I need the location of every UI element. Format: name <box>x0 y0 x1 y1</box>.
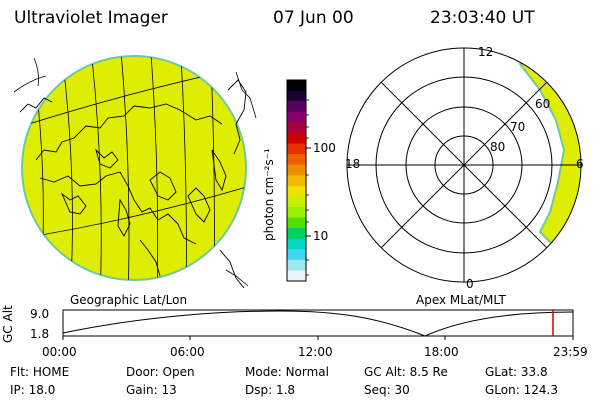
colorbar-tick-10: 10 <box>313 229 329 243</box>
colorbar-segment <box>287 90 306 102</box>
info-mode: Mode: Normal <box>245 365 329 379</box>
apex-panel-label: Apex MLat/MLT <box>416 293 506 307</box>
xtick-1800: 18:00 <box>424 345 459 359</box>
info-flt: Flt: HOME <box>10 365 70 379</box>
colorbar-tick-100: 100 <box>313 141 336 155</box>
colorbar-segment <box>287 80 306 92</box>
mlt-label-0: 0 <box>466 277 474 291</box>
colorbar-segment <box>287 206 306 219</box>
info-ip: IP: 18.0 <box>10 383 56 397</box>
mlat-label-70: 70 <box>510 120 526 134</box>
altitude-curve <box>62 310 574 337</box>
colorbar-segment <box>287 154 306 166</box>
colorbar-segment <box>287 122 306 134</box>
coastlines <box>19 79 247 288</box>
auroral-oval <box>518 58 581 246</box>
xtick-2359: 23:59 <box>553 345 588 359</box>
instrument-title: Ultraviolet Imager <box>14 8 168 28</box>
altitude-ylabel: GC Alt <box>1 305 15 343</box>
outside-lines <box>14 57 257 287</box>
info-gain: Gain: 13 <box>126 383 177 397</box>
altitude-orbit-plot <box>62 309 574 340</box>
color-scale-bar <box>287 80 306 282</box>
mlt-label-6: 6 <box>576 157 584 171</box>
colorbar-segment <box>287 238 306 250</box>
info-gc-alt: GC Alt: 8.5 Re <box>364 365 448 379</box>
geographic-panel-label: Geographic Lat/Lon <box>70 293 188 307</box>
altitude-ytick-min: 1.8 <box>30 327 50 341</box>
mlt-label-18: 18 <box>345 157 361 171</box>
time-label: 23:03:40 UT <box>430 8 535 28</box>
xtick-0000: 00:00 <box>42 345 77 359</box>
mlat-label-60: 60 <box>535 97 551 111</box>
polar-plot <box>346 47 582 283</box>
earth-disk <box>21 55 247 281</box>
colorbar-segment <box>287 175 306 187</box>
date-label: 07 Jun 00 <box>273 8 354 28</box>
altitude-ytick-max: 9.0 <box>30 307 50 321</box>
colorbar-segment <box>287 249 306 261</box>
mlt-label-12: 12 <box>478 45 494 59</box>
colorbar-segment <box>287 132 306 145</box>
info-glon: GLon: 124.3 <box>485 383 558 397</box>
colorbar-segment <box>287 270 306 282</box>
colorbar-segment <box>287 196 306 208</box>
colorbar-unit-label: photon cm⁻²s⁻¹ <box>262 148 276 241</box>
colorbar-segment <box>287 259 306 272</box>
mlat-label-80: 80 <box>490 140 506 154</box>
colorbar-segment <box>287 228 306 240</box>
info-glat: GLat: 33.8 <box>485 365 548 379</box>
colorbar-segment <box>287 217 306 229</box>
colorbar-segment <box>287 111 306 123</box>
colorbar-segment <box>287 143 306 155</box>
info-door: Door: Open <box>126 365 195 379</box>
colorbar-segment <box>287 101 306 113</box>
geographic-map <box>14 55 257 288</box>
colorbar-segment <box>287 185 306 197</box>
xtick-0600: 06:00 <box>170 345 205 359</box>
xtick-1200: 12:00 <box>298 345 333 359</box>
info-seq: Seq: 30 <box>364 383 410 397</box>
info-dsp: Dsp: 1.8 <box>245 383 296 397</box>
colorbar-segment <box>287 164 306 176</box>
